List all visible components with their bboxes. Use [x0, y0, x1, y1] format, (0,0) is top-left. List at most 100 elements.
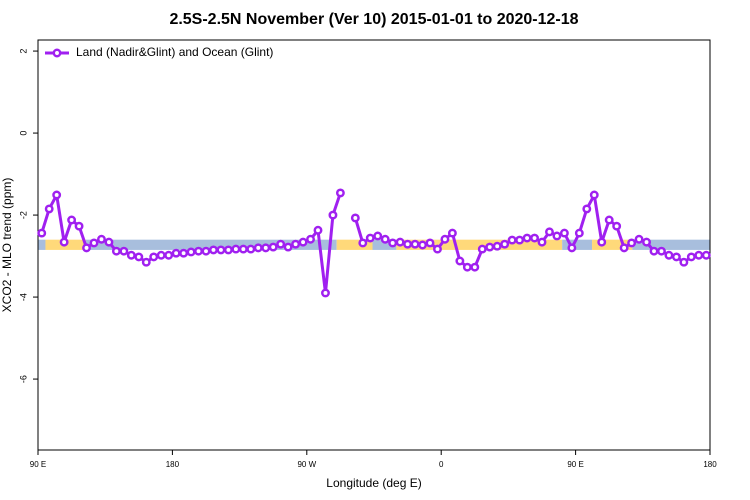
y-tick-label: -6	[18, 375, 28, 383]
point	[627, 238, 637, 248]
point	[403, 239, 413, 249]
point	[522, 233, 532, 243]
point	[537, 237, 547, 247]
point	[335, 188, 345, 198]
point	[380, 234, 390, 244]
point	[313, 225, 323, 235]
point	[664, 250, 674, 260]
point	[283, 242, 293, 252]
point	[373, 231, 383, 241]
point	[89, 238, 99, 248]
point	[126, 250, 136, 260]
point	[74, 221, 84, 231]
point	[67, 215, 77, 225]
point	[455, 256, 465, 266]
point	[149, 252, 159, 262]
point	[701, 250, 711, 260]
point	[37, 228, 47, 238]
point	[164, 250, 174, 260]
point	[209, 245, 218, 255]
x-tick-label: 90 W	[297, 460, 316, 469]
trend-band	[336, 239, 373, 250]
trend-band	[38, 239, 46, 250]
y-tick-label: -4	[18, 293, 28, 301]
point	[500, 239, 510, 249]
point	[574, 228, 584, 238]
point	[589, 190, 599, 200]
point	[462, 262, 472, 272]
point	[552, 231, 562, 241]
point	[82, 243, 91, 253]
legend-marker	[52, 48, 62, 58]
point	[649, 246, 659, 256]
point	[671, 252, 681, 262]
point	[261, 243, 271, 253]
x-tick-label: 90 E	[30, 460, 46, 469]
x-axis-label: Longitude (deg E)	[326, 476, 421, 490]
point	[388, 238, 398, 248]
y-tick-label: 0	[18, 131, 28, 136]
point	[686, 252, 696, 262]
trend-band	[632, 239, 710, 250]
point	[291, 239, 301, 249]
point	[642, 237, 651, 247]
y-axis-label: XCO2 - MLO trend (ppm)	[0, 178, 14, 313]
point	[276, 239, 286, 249]
point	[507, 235, 517, 245]
point	[679, 257, 689, 267]
point	[298, 237, 308, 247]
point	[358, 238, 368, 248]
x-tick-label: 180	[703, 460, 717, 469]
point	[179, 248, 189, 258]
legend-label: Land (Nadir&Glint) and Ocean (Glint)	[76, 45, 273, 59]
point	[447, 228, 457, 238]
point	[477, 244, 487, 254]
plot-frame	[37, 39, 711, 451]
point	[97, 234, 106, 244]
point	[321, 288, 330, 298]
point	[612, 221, 622, 231]
point	[440, 234, 450, 244]
point	[559, 228, 569, 238]
x-tick-label: 0	[439, 460, 444, 469]
point	[418, 240, 427, 250]
point	[111, 246, 121, 256]
point	[328, 210, 338, 220]
point	[433, 244, 442, 254]
point	[216, 245, 226, 255]
point	[694, 250, 704, 260]
point	[350, 213, 360, 223]
point	[134, 252, 144, 262]
point	[530, 233, 539, 243]
point	[365, 233, 375, 243]
point	[410, 239, 420, 249]
point	[395, 237, 405, 247]
point	[104, 237, 114, 247]
point	[59, 237, 69, 247]
y-tick-label: 2	[18, 49, 28, 54]
point	[231, 244, 241, 254]
point	[567, 243, 577, 253]
point	[171, 248, 181, 258]
point	[141, 257, 151, 267]
point	[119, 246, 129, 256]
point	[194, 246, 203, 256]
point	[223, 245, 233, 255]
x-tick-label: 180	[166, 460, 180, 469]
point	[485, 242, 495, 252]
point	[515, 235, 525, 245]
trend-band	[372, 239, 397, 250]
point	[238, 244, 248, 254]
x-tick-label: 90 E	[567, 460, 583, 469]
trend-band	[396, 239, 563, 250]
point	[619, 243, 629, 253]
point	[470, 262, 480, 272]
point	[582, 204, 592, 214]
point	[492, 241, 502, 251]
chart-title: 2.5S-2.5N November (Ver 10) 2015-01-01 t…	[169, 11, 578, 28]
point	[156, 250, 166, 260]
point	[597, 237, 607, 247]
point	[52, 190, 62, 200]
point	[44, 204, 54, 214]
